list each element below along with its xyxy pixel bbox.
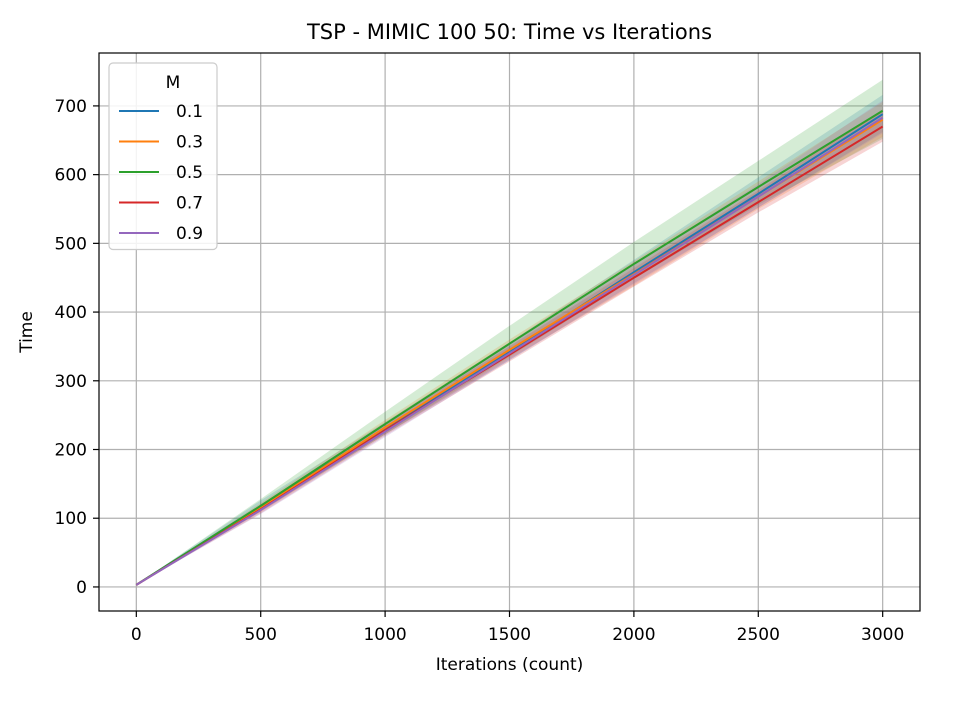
legend-label: 0.5 <box>176 163 203 183</box>
y-tick-label: 200 <box>55 441 87 461</box>
x-tick-label: 1000 <box>363 625 406 645</box>
x-tick-label: 1500 <box>488 625 531 645</box>
legend-label: 0.3 <box>176 133 203 153</box>
legend-box <box>108 62 218 251</box>
series-lines <box>135 109 884 586</box>
y-tick-label: 300 <box>55 372 87 392</box>
legend-title: M <box>166 73 181 93</box>
y-tick-label: 400 <box>55 303 87 323</box>
y-tick-label: 700 <box>55 97 87 117</box>
y-tick-label: 500 <box>55 234 87 254</box>
axis-ticks: 0 500 1000 1500 2000 2500 3000 0 100 200 300 400 500… <box>55 97 905 645</box>
x-tick-label: 3000 <box>861 625 904 645</box>
legend-label: 0.1 <box>176 102 203 122</box>
y-tick-label: 100 <box>55 509 87 529</box>
x-tick-label: 500 <box>244 625 276 645</box>
grid-lines <box>99 53 920 611</box>
x-tick-label: 2000 <box>612 625 655 645</box>
confidence-band-0-1 <box>136 94 883 585</box>
series-line-0-9 <box>135 116 884 586</box>
y-axis-title: Time <box>17 311 37 354</box>
y-tick-label: 600 <box>55 166 87 186</box>
x-tick-label: 0 <box>131 625 142 645</box>
x-axis-title: Iterations (count) <box>436 655 584 675</box>
legend-label: 0.7 <box>176 194 203 214</box>
x-tick-label: 2500 <box>737 625 780 645</box>
series-line-0-5 <box>135 109 884 586</box>
chart-title: TSP - MIMIC 100 50: Time vs Iterations <box>306 20 712 44</box>
legend-label: 0.9 <box>176 224 203 244</box>
legend: M 0.1 0.3 0.5 0.7 0.9 <box>108 62 218 251</box>
confidence-band-0-5 <box>136 79 883 585</box>
y-tick-label: 0 <box>76 578 87 598</box>
